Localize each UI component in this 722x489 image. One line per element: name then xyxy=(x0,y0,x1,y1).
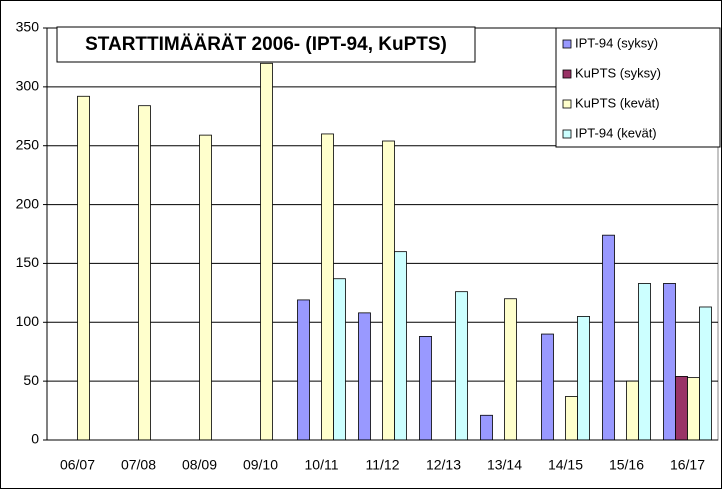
title-box xyxy=(56,26,476,63)
x-tick-label: 09/10 xyxy=(243,457,278,473)
y-tick-label: 200 xyxy=(16,195,40,211)
y-tick-label: 0 xyxy=(31,431,39,447)
bar xyxy=(77,95,90,441)
bar xyxy=(565,396,578,441)
bar xyxy=(260,62,273,441)
bar xyxy=(675,376,688,441)
y-tick-label: 350 xyxy=(16,19,40,35)
legend-swatch xyxy=(562,39,572,49)
legend-label: IPT-94 (kevät) xyxy=(575,125,657,140)
legend-swatch xyxy=(562,69,572,79)
bar xyxy=(297,299,310,441)
bar xyxy=(333,278,346,441)
x-tick-label: 13/14 xyxy=(487,457,522,473)
bar xyxy=(419,336,432,441)
x-tick-label: 12/13 xyxy=(426,457,461,473)
x-tick-label: 14/15 xyxy=(548,457,583,473)
x-tick-label: 08/09 xyxy=(182,457,217,473)
legend-box xyxy=(555,27,721,148)
y-tick-label: 100 xyxy=(16,313,40,329)
legend-label: KuPTS (syksy) xyxy=(575,65,661,80)
bar xyxy=(602,234,615,441)
legend-swatch xyxy=(562,99,572,109)
bar xyxy=(504,298,517,441)
legend-swatch xyxy=(562,129,572,139)
bar xyxy=(626,380,639,441)
bar xyxy=(541,333,554,441)
bar xyxy=(358,312,371,441)
bar xyxy=(687,377,700,441)
bar xyxy=(480,414,493,441)
chart-title: STARTTIMÄÄRÄT 2006- (IPT-94, KuPTS) xyxy=(85,34,447,55)
legend-label: IPT-94 (syksy) xyxy=(575,35,658,50)
bar xyxy=(138,105,151,441)
y-tick-label: 50 xyxy=(23,372,39,388)
bar xyxy=(321,133,334,441)
x-tick-label: 16/17 xyxy=(670,457,705,473)
legend-label: KuPTS (kevät) xyxy=(575,95,660,110)
bar xyxy=(663,283,676,441)
bar xyxy=(699,306,712,441)
bar xyxy=(638,283,651,441)
x-tick-label: 06/07 xyxy=(60,457,95,473)
y-tick-label: 150 xyxy=(16,254,40,270)
bar xyxy=(199,134,212,441)
bar xyxy=(382,140,395,441)
y-tick-label: 250 xyxy=(16,136,40,152)
bar xyxy=(455,291,468,441)
x-tick-label: 11/12 xyxy=(366,457,400,473)
bar xyxy=(394,251,407,441)
x-tick-label: 10/11 xyxy=(305,457,339,473)
bar xyxy=(577,315,590,441)
x-tick-label: 15/16 xyxy=(609,457,644,473)
x-tick-label: 07/08 xyxy=(121,457,156,473)
y-tick-label: 300 xyxy=(16,78,40,94)
